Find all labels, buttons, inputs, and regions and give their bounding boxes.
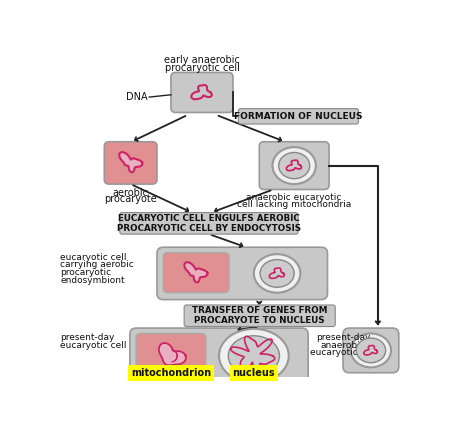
FancyBboxPatch shape bbox=[259, 142, 329, 190]
Text: FORMATION OF NUCLEUS: FORMATION OF NUCLEUS bbox=[234, 112, 363, 121]
Text: EUCARYOTIC CELL ENGULFS AEROBIC
PROCARYOTIC CELL BY ENDOCYTOSIS: EUCARYOTIC CELL ENGULFS AEROBIC PROCARYO… bbox=[117, 214, 301, 233]
Ellipse shape bbox=[351, 333, 391, 367]
FancyBboxPatch shape bbox=[104, 142, 157, 184]
Text: early anaerobic: early anaerobic bbox=[164, 55, 240, 65]
FancyBboxPatch shape bbox=[120, 212, 298, 234]
Text: nucleus: nucleus bbox=[233, 368, 275, 378]
Text: DNA: DNA bbox=[126, 92, 148, 102]
Text: TRANSFER OF GENES FROM
PROCARYOTE TO NUCLEUS: TRANSFER OF GENES FROM PROCARYOTE TO NUC… bbox=[192, 306, 328, 326]
Text: eucaryotic cell: eucaryotic cell bbox=[310, 348, 376, 357]
Ellipse shape bbox=[279, 153, 310, 179]
Ellipse shape bbox=[254, 254, 301, 293]
Text: eucaryotic cell: eucaryotic cell bbox=[60, 340, 126, 349]
Ellipse shape bbox=[273, 147, 316, 184]
Ellipse shape bbox=[356, 338, 386, 363]
Text: carrying aerobic: carrying aerobic bbox=[60, 260, 134, 269]
Text: present-day: present-day bbox=[60, 333, 114, 342]
Text: procaryote: procaryote bbox=[104, 195, 157, 204]
FancyBboxPatch shape bbox=[184, 305, 335, 326]
Ellipse shape bbox=[219, 329, 289, 383]
FancyBboxPatch shape bbox=[343, 328, 399, 373]
FancyBboxPatch shape bbox=[171, 73, 233, 112]
Ellipse shape bbox=[260, 259, 294, 287]
Text: present-day: present-day bbox=[316, 333, 370, 342]
FancyBboxPatch shape bbox=[157, 247, 328, 300]
Text: endosymbiont: endosymbiont bbox=[60, 276, 125, 285]
Polygon shape bbox=[119, 152, 142, 172]
Text: cell lacking mitochondria: cell lacking mitochondria bbox=[237, 201, 351, 209]
Text: procaryotic cell: procaryotic cell bbox=[165, 63, 239, 73]
Ellipse shape bbox=[228, 336, 279, 376]
Polygon shape bbox=[184, 262, 207, 282]
Polygon shape bbox=[159, 343, 186, 365]
Text: procaryotic: procaryotic bbox=[60, 268, 111, 277]
Text: eucaryotic cell: eucaryotic cell bbox=[60, 253, 126, 262]
Text: mitochondrion: mitochondrion bbox=[131, 368, 211, 378]
Text: aerobic: aerobic bbox=[112, 187, 148, 198]
FancyBboxPatch shape bbox=[238, 109, 359, 124]
FancyBboxPatch shape bbox=[136, 333, 206, 377]
FancyBboxPatch shape bbox=[163, 253, 229, 293]
Text: anaerobic: anaerobic bbox=[320, 340, 365, 349]
FancyBboxPatch shape bbox=[130, 328, 308, 384]
Text: anaerobic eucaryotic: anaerobic eucaryotic bbox=[247, 193, 342, 202]
